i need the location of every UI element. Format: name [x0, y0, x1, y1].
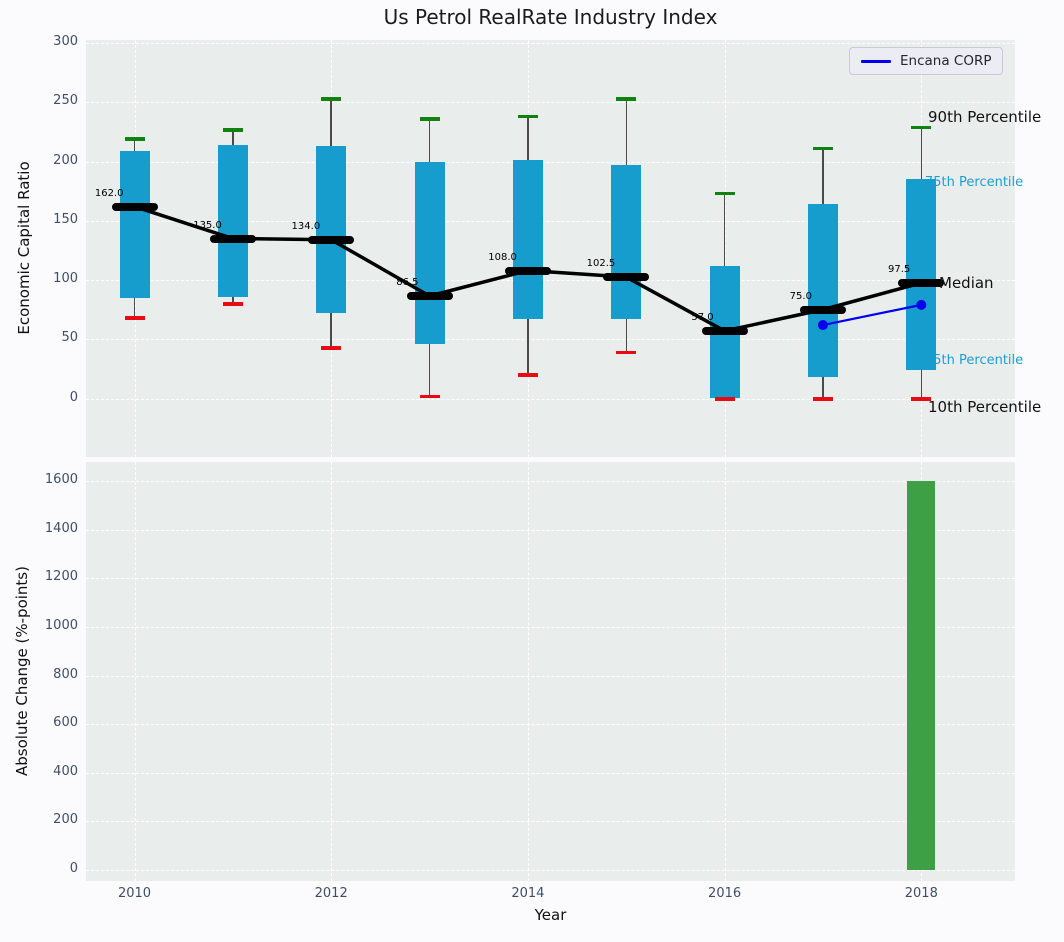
percentile-box-2010 — [119, 150, 150, 298]
y-tick-label: 200 — [53, 812, 78, 828]
grid-line-h — [86, 161, 1015, 163]
grid-line-h — [86, 772, 1015, 774]
p90-cap-2015 — [616, 97, 637, 101]
percentile-box-2014 — [512, 160, 543, 320]
legend-label: Encana CORP — [900, 53, 992, 69]
p10-cap-2018 — [911, 397, 932, 401]
y-tick-label: 100 — [53, 271, 78, 286]
grid-line-h — [86, 675, 1015, 677]
median-segment-2014 — [504, 266, 551, 275]
p90-cap-2016 — [714, 191, 735, 196]
p90-cap-2012 — [321, 97, 342, 101]
median-value-label-2016: 57.0 — [691, 311, 714, 323]
y-tick-label: 1200 — [44, 569, 78, 585]
legend-line-swatch — [861, 59, 891, 63]
annotation-median: Median — [939, 274, 994, 292]
x-tick-label: 2016 — [708, 886, 742, 901]
annotation-25th-percentile: 25th Percentile — [925, 353, 1024, 368]
p10-cap-2015 — [616, 350, 637, 355]
p10-cap-2016 — [714, 397, 735, 401]
grid-line-h — [86, 102, 1015, 104]
p10-cap-2017 — [812, 397, 833, 401]
x-tick-label: 2010 — [117, 886, 152, 901]
y-tick-label: 0 — [69, 389, 78, 405]
y-tick-label: 50 — [61, 330, 78, 346]
y-tick-label: 400 — [53, 763, 78, 779]
median-value-label-2015: 102.5 — [586, 258, 616, 270]
top-y-axis-label: Economic Capital Ratio — [15, 161, 33, 335]
grid-line-h — [86, 578, 1015, 580]
grid-line-h — [86, 529, 1015, 531]
p90-cap-2010 — [124, 137, 145, 141]
grid-line-h — [86, 870, 1015, 871]
grid-line-h — [86, 626, 1015, 628]
grid-line-v — [134, 462, 136, 881]
annotation-75th-percentile: 75th Percentile — [925, 175, 1024, 190]
p10-cap-2012 — [321, 346, 342, 350]
percentile-box-2018 — [906, 179, 937, 371]
p90-cap-2014 — [517, 114, 538, 119]
median-value-label-2011: 135.0 — [193, 219, 222, 231]
grid-line-h — [86, 43, 1015, 44]
top-plot-area: Encana CORP 90th Percentile 75th Percent… — [86, 40, 1041, 457]
p90-cap-2018 — [911, 125, 932, 130]
grid-line-v — [331, 462, 333, 881]
grid-line-h — [86, 724, 1015, 726]
y-tick-label: 0 — [69, 861, 78, 876]
change-bar-2018 — [907, 481, 936, 870]
percentile-box-2017 — [807, 204, 838, 378]
median-value-label-2017: 75.0 — [789, 290, 812, 302]
x-tick-label: 2018 — [904, 886, 938, 901]
grid-line-h — [86, 481, 1015, 483]
grid-line-h — [86, 821, 1015, 823]
x-axis-label: Year — [534, 906, 567, 924]
y-tick-label: 200 — [53, 152, 78, 168]
y-tick-label: 250 — [53, 93, 78, 109]
median-value-label-2010: 162.0 — [94, 187, 124, 199]
y-tick-label: 1400 — [44, 520, 78, 536]
bottom-plot-area — [86, 462, 1015, 881]
median-segment-2015 — [603, 273, 650, 282]
median-value-label-2013: 86.5 — [396, 276, 419, 288]
p10-cap-2011 — [222, 302, 243, 306]
chart-title: Us Petrol RealRate Industry Index — [383, 5, 718, 29]
annotation-90th-percentile: 90th Percentile — [928, 108, 1042, 126]
median-segment-2012 — [308, 235, 355, 244]
y-tick-label: 1600 — [44, 472, 78, 488]
y-tick-label: 150 — [53, 211, 78, 227]
x-tick-label: 2014 — [511, 886, 545, 901]
y-tick-label: 800 — [53, 666, 78, 682]
median-segment-2017 — [799, 305, 846, 314]
percentile-box-2015 — [611, 165, 642, 320]
median-segment-2018 — [898, 278, 945, 287]
y-tick-label: 300 — [53, 34, 78, 49]
median-segment-2016 — [701, 326, 748, 335]
percentile-box-2012 — [316, 146, 347, 314]
median-value-label-2014: 108.0 — [488, 251, 517, 263]
grid-line-v — [724, 462, 726, 881]
y-tick-label: 600 — [53, 715, 78, 731]
annotation-10th-percentile: 10th Percentile — [928, 398, 1042, 416]
x-tick-label: 2012 — [314, 886, 348, 901]
p90-cap-2013 — [419, 117, 440, 121]
grid-line-h — [86, 398, 1015, 400]
grid-line-v — [527, 462, 529, 881]
y-tick-label: 1000 — [44, 617, 78, 633]
percentile-box-2013 — [414, 161, 445, 344]
bottom-y-axis-label: Absolute Change (%-points) — [13, 566, 31, 776]
median-segment-2010 — [111, 202, 158, 211]
median-value-label-2012: 134.0 — [291, 220, 321, 232]
p10-cap-2013 — [419, 394, 440, 399]
p90-cap-2011 — [222, 128, 243, 132]
grid-line-h — [86, 339, 1015, 341]
legend: Encana CORP — [849, 47, 1004, 75]
median-value-label-2018: 97.5 — [888, 263, 911, 275]
p10-cap-2010 — [124, 316, 145, 320]
median-segment-2011 — [209, 234, 256, 243]
median-segment-2013 — [406, 291, 453, 300]
p10-cap-2014 — [517, 373, 538, 377]
p90-cap-2017 — [812, 146, 833, 151]
percentile-box-2011 — [217, 144, 248, 297]
